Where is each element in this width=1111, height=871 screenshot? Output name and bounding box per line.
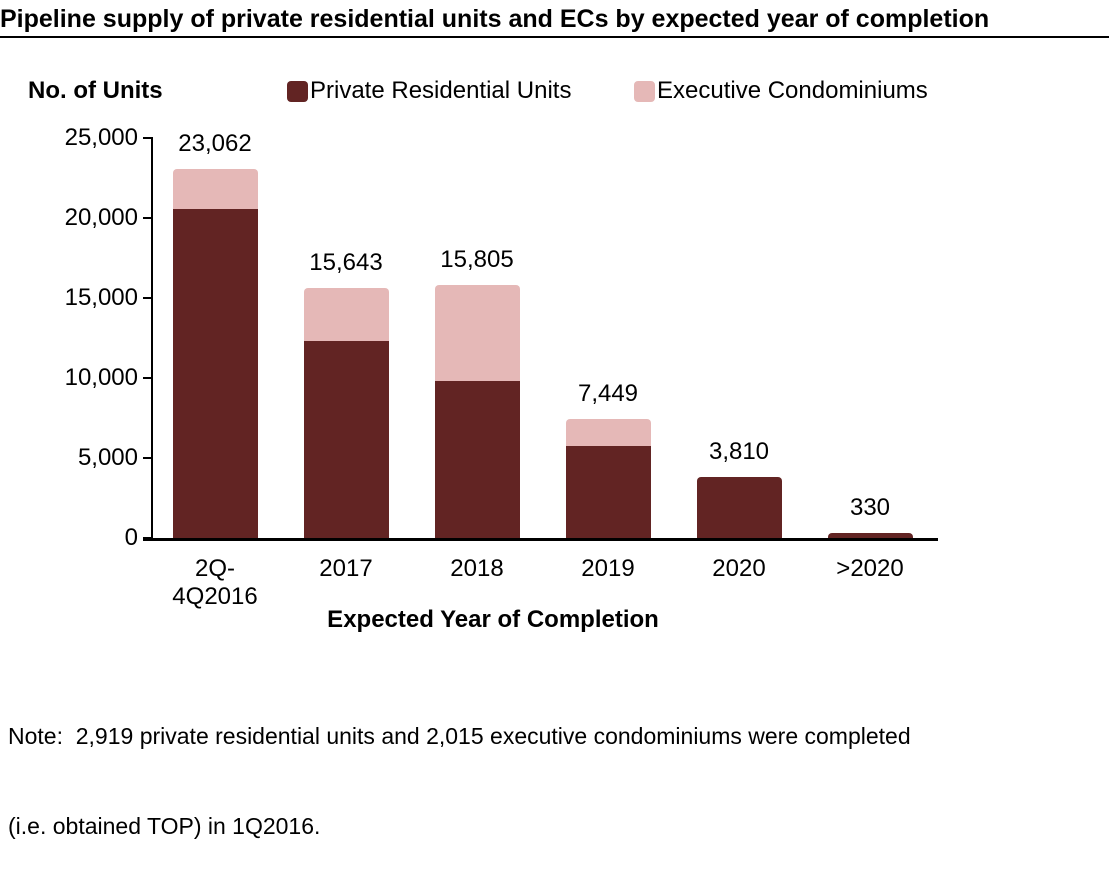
x-tick-label: >2020 xyxy=(836,555,904,582)
page-title: Pipeline supply of private residential u… xyxy=(0,5,1109,38)
chart-plot: 0 5,000 10,000 15,000 20,000 25,000 23,062 2Q- 4… xyxy=(64,124,938,610)
y-tick xyxy=(143,297,152,299)
y-tick xyxy=(143,137,152,139)
y-tick-label: 10,000 xyxy=(64,364,138,391)
bar-total-label: 15,643 xyxy=(309,248,383,276)
x-tick-label: 2019 xyxy=(581,555,635,582)
bar-total-label: 7,449 xyxy=(577,379,639,407)
x-tick-label: 4Q2016 xyxy=(172,583,258,610)
note-line-2: (i.e. obtained TOP) in 1Q2016. xyxy=(8,813,321,839)
note-line-1: Note: 2,919 private residential units an… xyxy=(8,723,911,749)
legend-item-ec: Executive Condominiums xyxy=(634,77,928,105)
y-tick xyxy=(143,457,152,459)
bar-total-label: 23,062 xyxy=(178,130,252,157)
y-tick-label: 25,000 xyxy=(64,124,138,151)
y-tick xyxy=(143,377,152,379)
x-tick-label: 2018 xyxy=(450,555,504,582)
y-tick-label: 15,000 xyxy=(64,284,138,311)
y-axis-line xyxy=(151,137,153,540)
legend-label-private: Private Residential Units xyxy=(310,77,572,104)
y-axis-title: No. of Units xyxy=(28,77,163,104)
legend-swatch-ec-icon xyxy=(634,80,655,102)
bar-total-label: 3,810 xyxy=(708,438,770,466)
x-axis-title: Expected Year of Completion xyxy=(327,606,659,633)
bar-segment-ec xyxy=(565,418,651,446)
legend-label-ec: Executive Condominiums xyxy=(657,77,928,104)
bar-segment-ec xyxy=(303,287,389,341)
note: Note: 2,919 private residential units an… xyxy=(8,661,1103,871)
x-tick-label: 2Q- xyxy=(194,555,235,582)
bar-segment-private xyxy=(827,532,913,538)
y-tick-label: 0 xyxy=(124,524,138,551)
x-tick-label: 2020 xyxy=(712,555,766,582)
x-axis-line xyxy=(143,538,938,541)
legend-swatch-private-icon xyxy=(287,80,308,102)
bar-segment-private xyxy=(172,208,258,538)
x-tick-label: 2017 xyxy=(319,555,373,582)
bar-total-label: 330 xyxy=(849,493,891,521)
bar-total-label: 15,805 xyxy=(440,246,514,274)
legend-item-private: Private Residential Units xyxy=(287,77,571,105)
bar-segment-private xyxy=(696,477,782,538)
y-tick xyxy=(143,217,152,219)
bar-segment-private xyxy=(565,445,651,538)
bar-segment-private xyxy=(303,340,389,538)
y-tick-label: 5,000 xyxy=(77,444,138,471)
y-tick xyxy=(143,537,152,539)
bar-segment-ec xyxy=(434,285,520,382)
bar-segment-ec xyxy=(172,169,258,209)
y-tick-label: 20,000 xyxy=(64,204,138,231)
bar-segment-private xyxy=(434,381,520,538)
